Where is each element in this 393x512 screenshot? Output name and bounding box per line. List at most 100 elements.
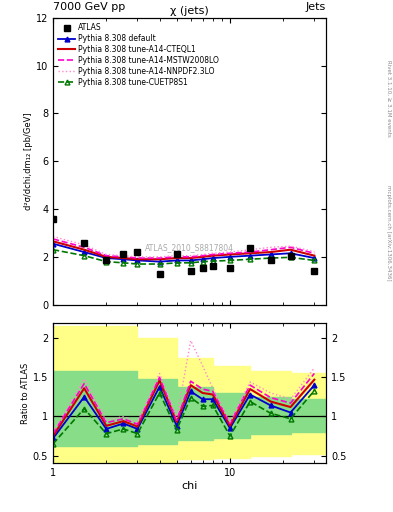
ATLAS (121, 251, 126, 258)
Pythia 8.308 tune-A14-MSTW2008LO (174, 254, 179, 260)
Pythia 8.308 default (210, 255, 215, 261)
ATLAS (210, 263, 215, 269)
Pythia 8.308 tune-CUETP8S1 (248, 256, 252, 262)
Pythia 8.308 tune-CUETP8S1 (157, 261, 162, 267)
Pythia 8.308 default (51, 241, 55, 247)
Pythia 8.308 tune-A14-NNPDF2.3LO (188, 252, 193, 259)
Pythia 8.308 tune-A14-NNPDF2.3LO (157, 254, 162, 260)
Pythia 8.308 tune-A14-MSTW2008LO (210, 251, 215, 258)
Pythia 8.308 tune-A14-MSTW2008LO (104, 252, 108, 259)
ATLAS (228, 265, 232, 271)
Pythia 8.308 tune-CUETP8S1 (82, 252, 86, 259)
Pythia 8.308 tune-CUETP8S1 (135, 261, 140, 267)
Pythia 8.308 tune-A14-CTEQL1 (248, 250, 252, 257)
Pythia 8.308 tune-CUETP8S1 (188, 260, 193, 266)
Pythia 8.308 tune-CUETP8S1 (174, 260, 179, 266)
Pythia 8.308 default (288, 250, 293, 257)
Pythia 8.308 tune-A14-MSTW2008LO (248, 249, 252, 255)
Pythia 8.308 default (135, 258, 140, 264)
Pythia 8.308 tune-CUETP8S1 (121, 260, 126, 266)
Pythia 8.308 tune-CUETP8S1 (268, 255, 273, 261)
Pythia 8.308 tune-A14-NNPDF2.3LO (228, 249, 232, 255)
Pythia 8.308 tune-A14-CTEQL1 (121, 255, 126, 261)
ATLAS (248, 245, 252, 251)
ATLAS (200, 265, 205, 271)
Pythia 8.308 default (82, 249, 86, 255)
Text: ATLAS_2010_S8817804: ATLAS_2010_S8817804 (145, 243, 234, 252)
Pythia 8.308 tune-A14-NNPDF2.3LO (121, 252, 126, 259)
Pythia 8.308 tune-CUETP8S1 (51, 247, 55, 253)
Pythia 8.308 default (268, 251, 273, 258)
Y-axis label: d²σ/dchi,dm₁₂ [pb/GeV]: d²σ/dchi,dm₁₂ [pb/GeV] (24, 113, 33, 210)
ATLAS (104, 258, 108, 264)
Pythia 8.308 tune-A14-CTEQL1 (174, 255, 179, 261)
Pythia 8.308 tune-CUETP8S1 (228, 258, 232, 264)
Pythia 8.308 tune-A14-NNPDF2.3LO (135, 254, 140, 260)
Pythia 8.308 tune-A14-MSTW2008LO (51, 236, 55, 242)
ATLAS (51, 216, 55, 222)
Line: Pythia 8.308 tune-A14-NNPDF2.3LO: Pythia 8.308 tune-A14-NNPDF2.3LO (53, 237, 314, 257)
ATLAS (188, 268, 193, 274)
Pythia 8.308 tune-A14-CTEQL1 (135, 256, 140, 262)
ATLAS (312, 268, 317, 274)
ATLAS (268, 258, 273, 264)
ATLAS (174, 251, 179, 258)
Pythia 8.308 default (188, 258, 193, 264)
Pythia 8.308 tune-A14-MSTW2008LO (228, 250, 232, 257)
Pythia 8.308 tune-A14-NNPDF2.3LO (82, 242, 86, 248)
Text: Rivet 3.1.10, ≥ 3.1M events: Rivet 3.1.10, ≥ 3.1M events (386, 60, 391, 137)
Pythia 8.308 default (312, 255, 317, 261)
Line: Pythia 8.308 default: Pythia 8.308 default (51, 241, 317, 264)
Pythia 8.308 tune-A14-NNPDF2.3LO (288, 243, 293, 249)
Pythia 8.308 tune-A14-CTEQL1 (51, 238, 55, 244)
Pythia 8.308 tune-A14-CTEQL1 (312, 252, 317, 259)
Pythia 8.308 tune-A14-CTEQL1 (188, 255, 193, 261)
Pythia 8.308 default (157, 259, 162, 265)
ATLAS (157, 270, 162, 276)
Pythia 8.308 tune-A14-CTEQL1 (157, 256, 162, 262)
Pythia 8.308 tune-A14-NNPDF2.3LO (51, 233, 55, 240)
ATLAS (288, 252, 293, 259)
Pythia 8.308 tune-A14-NNPDF2.3LO (248, 247, 252, 253)
Pythia 8.308 default (104, 255, 108, 261)
Line: Pythia 8.308 tune-A14-CTEQL1: Pythia 8.308 tune-A14-CTEQL1 (53, 241, 314, 259)
Pythia 8.308 tune-A14-CTEQL1 (288, 247, 293, 253)
Pythia 8.308 tune-A14-NNPDF2.3LO (200, 251, 205, 258)
Pythia 8.308 default (200, 256, 205, 262)
X-axis label: chi: chi (182, 481, 198, 491)
Pythia 8.308 tune-CUETP8S1 (288, 254, 293, 261)
Pythia 8.308 tune-A14-MSTW2008LO (157, 255, 162, 261)
Pythia 8.308 tune-A14-MSTW2008LO (312, 250, 317, 257)
Pythia 8.308 tune-A14-CTEQL1 (104, 254, 108, 260)
ATLAS (135, 249, 140, 255)
Pythia 8.308 default (228, 254, 232, 260)
Pythia 8.308 default (248, 252, 252, 259)
Text: 7000 GeV pp: 7000 GeV pp (53, 2, 125, 12)
Pythia 8.308 tune-A14-MSTW2008LO (200, 252, 205, 259)
Pythia 8.308 tune-A14-NNPDF2.3LO (104, 251, 108, 258)
Pythia 8.308 tune-A14-NNPDF2.3LO (210, 250, 215, 257)
Line: Pythia 8.308 tune-A14-MSTW2008LO: Pythia 8.308 tune-A14-MSTW2008LO (53, 239, 314, 258)
Pythia 8.308 tune-A14-NNPDF2.3LO (174, 252, 179, 259)
Line: ATLAS: ATLAS (50, 216, 318, 276)
Pythia 8.308 tune-A14-CTEQL1 (82, 247, 86, 253)
Pythia 8.308 tune-A14-NNPDF2.3LO (312, 248, 317, 254)
Text: Jets: Jets (306, 2, 326, 12)
Pythia 8.308 tune-CUETP8S1 (200, 259, 205, 265)
Pythia 8.308 tune-A14-CTEQL1 (200, 254, 205, 260)
Pythia 8.308 tune-A14-MSTW2008LO (268, 247, 273, 253)
ATLAS (82, 240, 86, 246)
Pythia 8.308 default (121, 256, 126, 262)
Pythia 8.308 tune-CUETP8S1 (104, 259, 108, 265)
Text: mcplots.cern.ch [arXiv:1306.3436]: mcplots.cern.ch [arXiv:1306.3436] (386, 185, 391, 281)
Pythia 8.308 tune-A14-NNPDF2.3LO (268, 244, 273, 250)
Pythia 8.308 default (174, 258, 179, 264)
Legend: ATLAS, Pythia 8.308 default, Pythia 8.308 tune-A14-CTEQL1, Pythia 8.308 tune-A14: ATLAS, Pythia 8.308 default, Pythia 8.30… (55, 20, 222, 90)
Pythia 8.308 tune-A14-MSTW2008LO (135, 255, 140, 261)
Pythia 8.308 tune-A14-MSTW2008LO (188, 254, 193, 260)
Pythia 8.308 tune-A14-MSTW2008LO (121, 254, 126, 260)
Pythia 8.308 tune-A14-CTEQL1 (268, 249, 273, 255)
Title: χ (jets): χ (jets) (170, 6, 209, 16)
Y-axis label: Ratio to ATLAS: Ratio to ATLAS (21, 362, 30, 423)
Line: Pythia 8.308 tune-CUETP8S1: Pythia 8.308 tune-CUETP8S1 (51, 247, 317, 266)
